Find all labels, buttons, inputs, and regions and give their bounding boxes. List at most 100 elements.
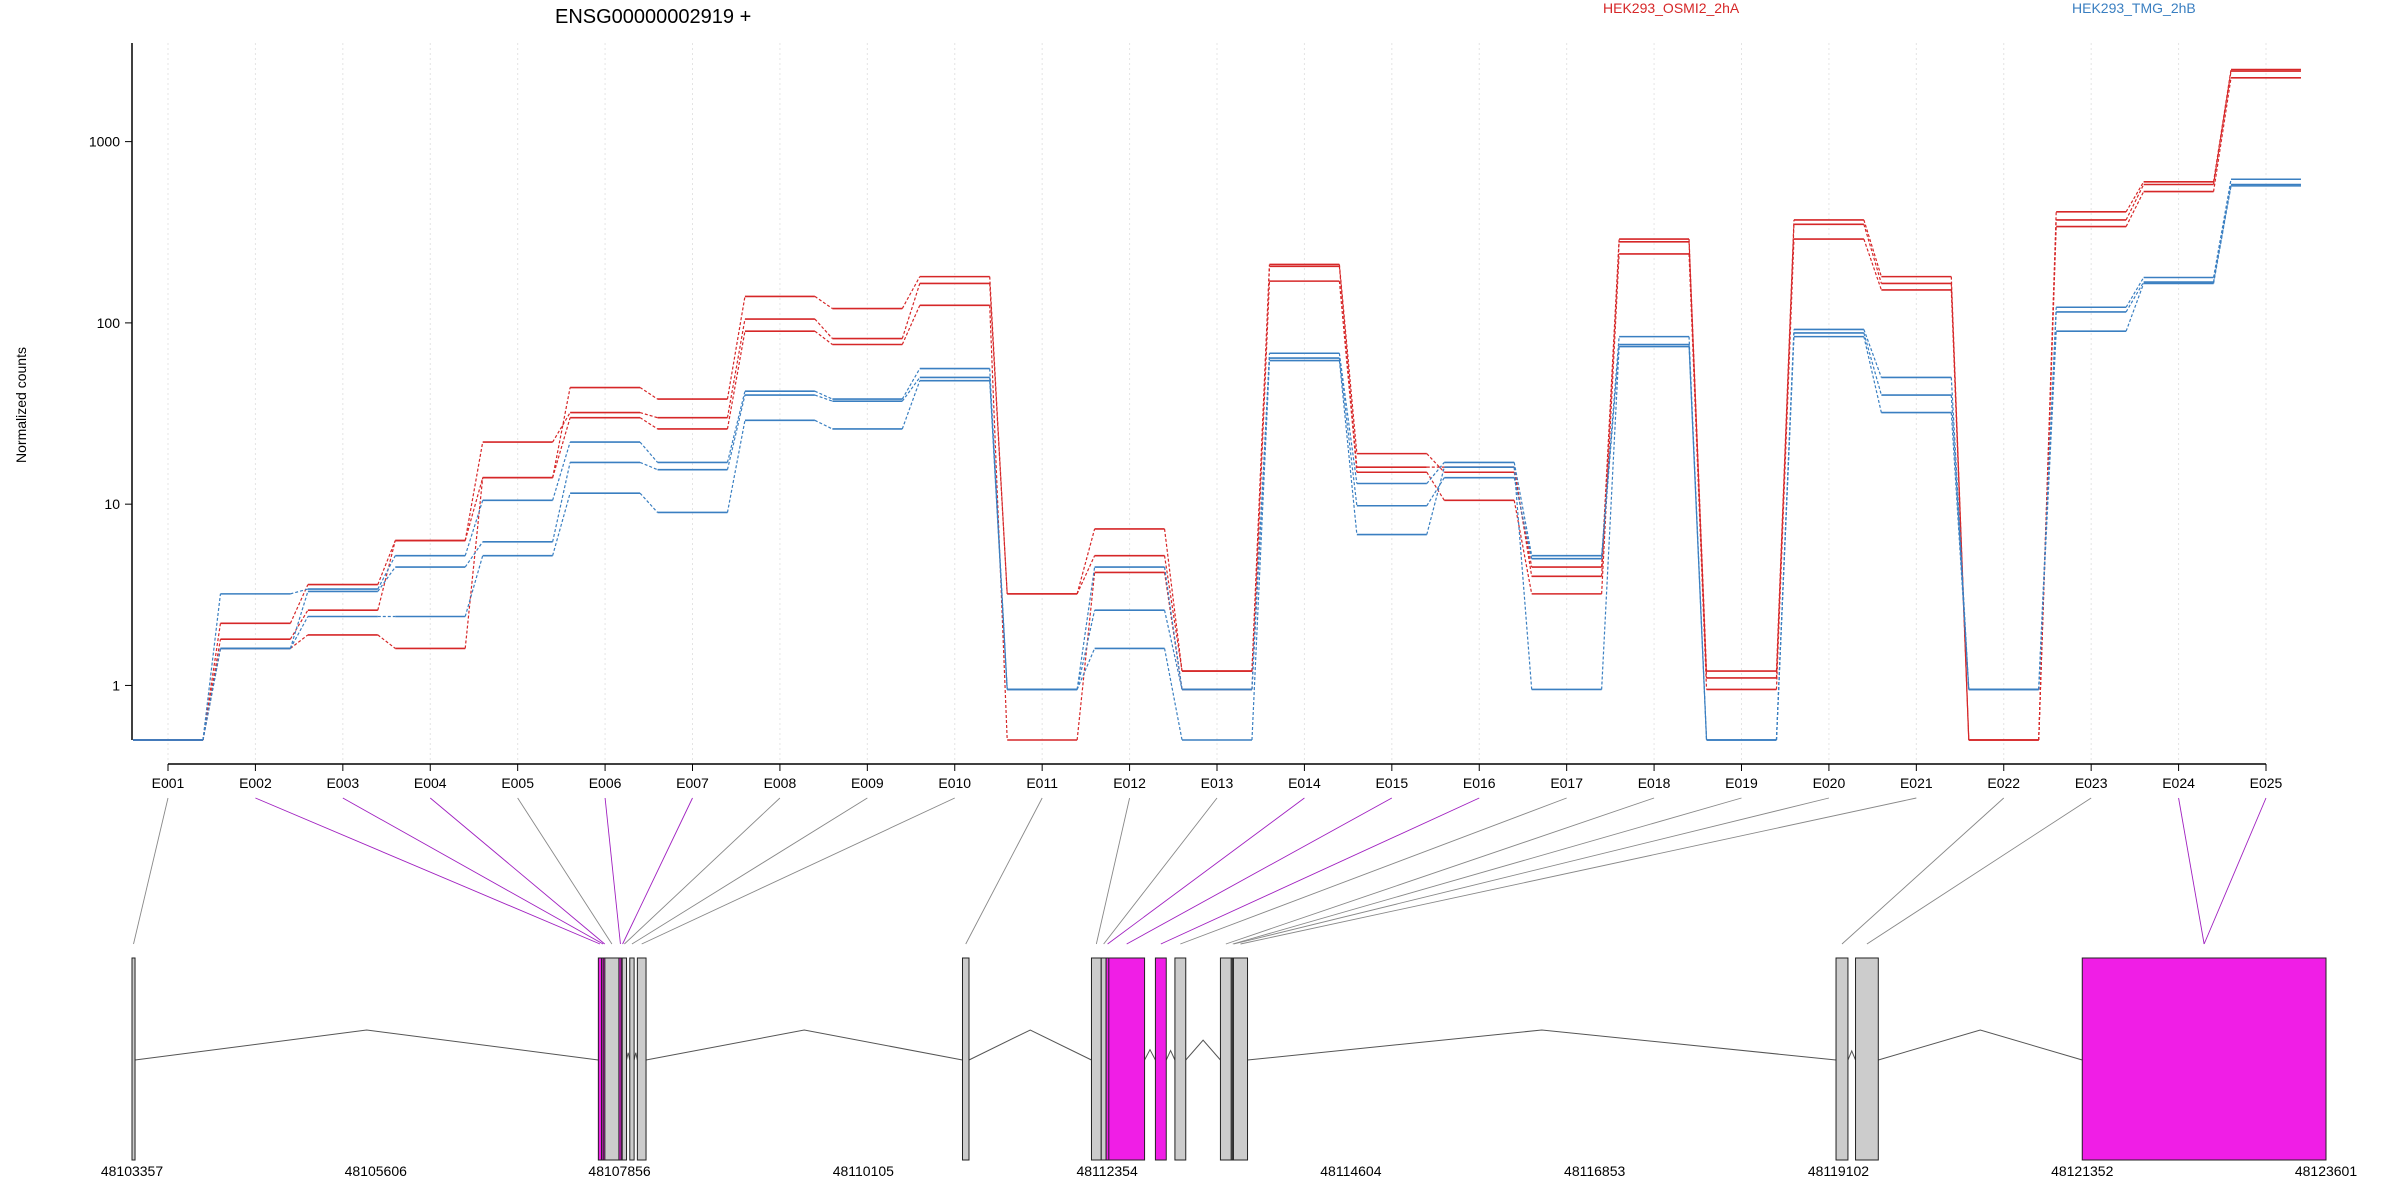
intron-21 (1247, 1029, 1837, 1061)
x-tick-label-E011: E011 (1026, 775, 1058, 791)
series-1-link-14 (1338, 264, 1358, 454)
series-1-link-15 (1426, 453, 1445, 473)
series-5-link-4 (464, 541, 484, 568)
connector-E020 (1233, 797, 1830, 945)
series-6-link-18 (1688, 346, 1708, 741)
connector-E022 (1841, 797, 2005, 945)
series-1-link-6 (639, 387, 658, 400)
connector-E024 (2178, 797, 2205, 945)
series-4-link-2 (290, 588, 309, 595)
series-2-link-14 (1338, 266, 1358, 468)
connector-E025 (2203, 797, 2267, 945)
series-6-link-15 (1426, 467, 1445, 535)
connector-E021 (1240, 797, 1917, 945)
x-tick-label-E005: E005 (501, 775, 534, 791)
connector-E008 (624, 797, 781, 945)
series-1-link-7 (726, 296, 746, 400)
exon-bin-E005 (604, 957, 620, 1161)
series-6-link-11 (1076, 648, 1096, 690)
x-tick-label-E016: E016 (1463, 775, 1496, 791)
x-ticks: E001 E002 E003 E004 E005 E006 E007 E008 E009 E010… (152, 764, 2283, 791)
x-tick-label-E023: E023 (2075, 775, 2108, 791)
coordinate-label-48110105: 48110105 (833, 1163, 894, 1179)
series-5-link-23 (2125, 281, 2145, 313)
series-6-link-14 (1338, 360, 1358, 535)
x-tick-label-E018: E018 (1638, 775, 1671, 791)
series-3-link-15 (1426, 471, 1445, 501)
series-2-link-21 (1950, 283, 1970, 741)
series-4-link-7 (726, 391, 746, 463)
exon-bin-E015 (1108, 957, 1146, 1161)
connector-E009 (631, 797, 868, 945)
intron-16 (1165, 1049, 1176, 1061)
intron-1 (134, 1029, 599, 1061)
x-tick-label-E015: E015 (1375, 775, 1408, 791)
series-5-link-11 (1076, 610, 1096, 690)
series-5-link-16 (1513, 477, 1533, 559)
series-6-link-16 (1513, 467, 1533, 690)
series-3-link-18 (1688, 253, 1708, 690)
connector-E017 (1180, 797, 1567, 945)
series-1-link-5 (552, 387, 571, 478)
legend-label-tmg: HEK293_TMG_2hB (2072, 0, 2196, 16)
series-6-link-7 (726, 420, 746, 513)
series-3-link-4 (464, 477, 484, 649)
series-6-link-20 (1863, 336, 1882, 413)
intron-17 (1185, 1039, 1221, 1061)
series-1-link-8 (814, 295, 833, 310)
x-tick-label-E007: E007 (676, 775, 709, 791)
series-6-link-22 (2038, 331, 2057, 690)
series-2-link-5 (552, 412, 571, 443)
connector-E006 (604, 797, 621, 945)
series-5-link-7 (726, 394, 746, 470)
series-4-link-8 (814, 390, 833, 400)
x-tick-label-E013: E013 (1201, 775, 1234, 791)
y-tick-label-1: 1 (112, 677, 120, 693)
series-1-link-24 (2212, 69, 2232, 182)
coordinate-label-48121352: 48121352 (2051, 1163, 2114, 1179)
series-5-link-17 (1601, 344, 1620, 559)
y-tick-label-1000: 1000 (89, 134, 120, 150)
genomic-coordinates: 48103357 48105606 48107856 48110105 48112354… (101, 1163, 2358, 1179)
connector-E003 (342, 797, 604, 945)
exon-bin-E018 (1219, 957, 1232, 1161)
series-4-link-9 (901, 368, 921, 400)
coordinate-label-48123601: 48123601 (2295, 1163, 2358, 1179)
series-3-link-8 (814, 330, 833, 345)
series-3-link-20 (1863, 238, 1882, 291)
series-2-link-2 (289, 609, 309, 640)
series-6 (133, 185, 2301, 741)
series-1-link-22 (2038, 211, 2057, 741)
exon-bin-E023 (1855, 957, 1879, 1161)
x-tick-label-E010: E010 (938, 775, 971, 791)
series-6-link-21 (1950, 412, 1970, 690)
series-4-link-15 (1426, 462, 1445, 484)
exon-bin-E010 (636, 957, 647, 1161)
coordinate-label-48103357: 48103357 (101, 1163, 164, 1179)
series-4-link-23 (2125, 277, 2145, 308)
connector-E010 (641, 797, 955, 945)
series-1-link-9 (901, 276, 921, 309)
series-4-link-6 (639, 441, 658, 463)
series-1-link-12 (1163, 528, 1183, 672)
series-5-link-8 (814, 394, 833, 402)
series-1-link-11 (1076, 528, 1096, 595)
intron-15 (1144, 1048, 1156, 1061)
series-5-link-2 (289, 591, 309, 649)
series-6-link-23 (2125, 283, 2145, 332)
connector-E001 (133, 797, 169, 945)
series-3-link-23 (2125, 191, 2145, 227)
connector-E007 (622, 797, 693, 945)
x-tick-label-E001: E001 (152, 775, 185, 791)
series-6-link-19 (1775, 336, 1795, 741)
series-5-link-12 (1163, 610, 1183, 690)
chart-title: ENSG00000002919 + (555, 6, 751, 28)
axes (131, 43, 2266, 765)
series-5-link-15 (1426, 477, 1445, 507)
series-2-link-11 (1076, 555, 1096, 595)
series-4-link-24 (2212, 179, 2232, 278)
intron-9 (633, 1052, 638, 1061)
series-3-link-6 (639, 417, 658, 430)
series-3-link-5 (552, 417, 571, 478)
series-1-link-3 (377, 540, 396, 585)
